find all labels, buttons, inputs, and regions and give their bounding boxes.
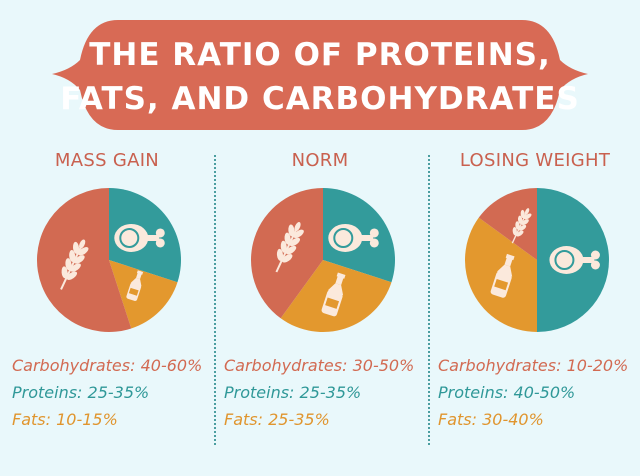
carbohydrates-label: Carbohydrates: 40-60%: [12, 356, 203, 375]
norm-title: NORM: [291, 150, 349, 171]
mass-gain-title: MASS GAIN: [54, 150, 160, 171]
carbohydrates-label: Carbohydrates: 30-50%: [224, 356, 415, 375]
bottle-icon: [321, 272, 346, 317]
losing-weight-pie: [465, 188, 609, 332]
page-title-line-2: FATS, AND CARBOHYDRATES: [60, 81, 580, 117]
carbohydrates-label: Carbohydrates: 10-20%: [438, 356, 629, 375]
proteins-label: Proteins: 25-35%: [224, 383, 362, 402]
mass-gain-legend: Carbohydrates: 40-60% Proteins: 25-35% F…: [12, 352, 227, 433]
column-divider-2: [428, 155, 430, 445]
norm-pie: [251, 188, 395, 332]
fats-label: Fats: 30-40%: [438, 410, 544, 429]
fats-slice: [109, 260, 178, 329]
wheat-icon: [511, 208, 532, 244]
column-divider-1: [214, 155, 216, 445]
wheat-icon: [60, 239, 89, 290]
norm-legend: Carbohydrates: 30-50% Proteins: 25-35% F…: [224, 352, 439, 433]
losing-weight-title: LOSING WEIGHT: [459, 150, 611, 171]
mass-gain-pie: [37, 188, 181, 332]
title-banner: [52, 20, 588, 130]
losing-weight-legend: Carbohydrates: 10-20% Proteins: 40-50% F…: [438, 352, 640, 433]
wheat-icon: [275, 222, 304, 273]
carbohydrates-slice: [478, 188, 537, 260]
proteins-label: Proteins: 25-35%: [12, 383, 150, 402]
bottle-icon: [490, 253, 515, 298]
proteins-label: Proteins: 40-50%: [438, 383, 576, 402]
meat-icon: [549, 246, 600, 274]
carbohydrates-slice: [37, 188, 132, 332]
fats-label: Fats: 25-35%: [224, 410, 330, 429]
fats-label: Fats: 10-15%: [12, 410, 118, 429]
bottle-icon: [126, 270, 144, 301]
meat-icon: [114, 223, 165, 252]
title-banner-shape: [52, 20, 588, 130]
meat-icon: [328, 223, 379, 252]
page-title-line-1: THE RATIO OF PROTEINS,: [89, 37, 551, 73]
